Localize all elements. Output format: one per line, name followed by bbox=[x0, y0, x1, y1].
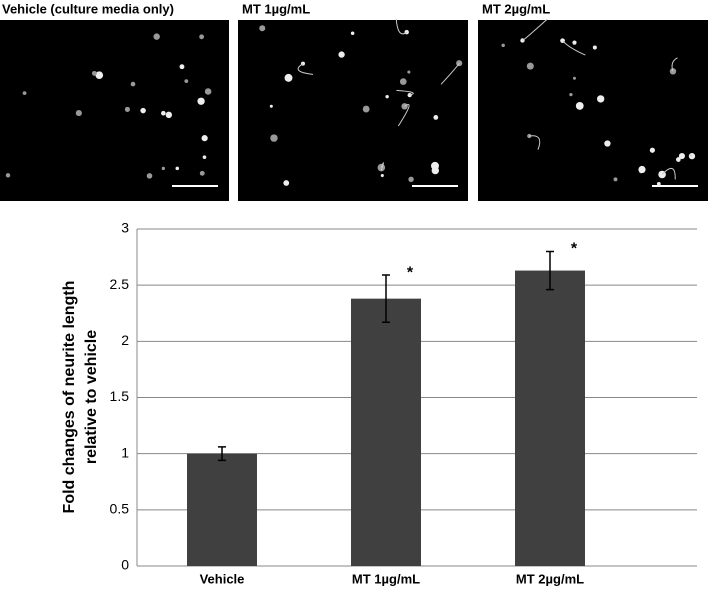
neurite bbox=[395, 18, 407, 35]
neurite bbox=[397, 104, 410, 127]
x-tick-label: Vehicle bbox=[200, 571, 245, 586]
micrograph bbox=[238, 20, 468, 201]
cell bbox=[184, 79, 189, 84]
y-axis-label: Fold changes of neurite length bbox=[61, 281, 78, 514]
micrograph bbox=[478, 20, 708, 201]
neurite bbox=[689, 154, 693, 157]
cell bbox=[380, 173, 384, 178]
cell bbox=[197, 97, 205, 105]
cell bbox=[165, 111, 173, 119]
cell bbox=[592, 45, 597, 50]
cell bbox=[95, 71, 104, 80]
neurite bbox=[440, 62, 460, 85]
cell bbox=[201, 135, 208, 142]
cell bbox=[283, 180, 290, 186]
neurite bbox=[396, 89, 414, 96]
cell bbox=[284, 73, 293, 82]
cell bbox=[175, 166, 180, 171]
significance-mark: * bbox=[571, 241, 578, 258]
cell bbox=[161, 166, 165, 171]
cell bbox=[270, 134, 278, 142]
cell bbox=[526, 62, 534, 70]
cell bbox=[604, 140, 611, 147]
cell bbox=[75, 110, 82, 117]
significance-mark: * bbox=[407, 264, 414, 281]
cell bbox=[596, 95, 605, 103]
cell bbox=[433, 115, 439, 120]
cell bbox=[5, 173, 11, 178]
cell bbox=[676, 157, 681, 162]
cell bbox=[407, 70, 411, 74]
bar bbox=[187, 453, 257, 566]
cell bbox=[140, 107, 146, 114]
y-tick-label: 1 bbox=[121, 444, 129, 460]
cell bbox=[569, 92, 573, 97]
cell bbox=[431, 161, 439, 170]
neurite bbox=[671, 57, 678, 72]
cell bbox=[613, 177, 618, 182]
cell bbox=[22, 91, 27, 95]
cell bbox=[146, 173, 153, 179]
cell bbox=[575, 102, 584, 110]
neurite bbox=[529, 135, 541, 150]
bar bbox=[351, 298, 421, 566]
cell bbox=[501, 43, 505, 48]
cell bbox=[204, 88, 212, 95]
error-bar bbox=[218, 446, 226, 462]
y-axis-label: relative to vehicle bbox=[83, 330, 100, 464]
panel-title: MT 2µg/mL bbox=[482, 1, 550, 16]
cell bbox=[572, 40, 577, 45]
error-bar bbox=[382, 274, 390, 323]
cell bbox=[408, 176, 414, 183]
neurite bbox=[661, 168, 676, 180]
cell bbox=[153, 33, 160, 40]
cell bbox=[199, 34, 205, 40]
neurite bbox=[380, 162, 384, 171]
cell bbox=[399, 78, 407, 85]
cell bbox=[259, 25, 266, 32]
cell bbox=[350, 31, 355, 36]
cell bbox=[199, 170, 205, 176]
x-tick-label: MT 1µg/mL bbox=[352, 571, 420, 586]
cell bbox=[91, 70, 97, 76]
cell bbox=[161, 110, 166, 116]
y-tick-label: 2.5 bbox=[110, 276, 130, 292]
panel-title: Vehicle (culture media only) bbox=[2, 1, 174, 16]
cell bbox=[362, 105, 370, 113]
y-tick-label: 2 bbox=[121, 332, 129, 348]
cell bbox=[638, 165, 646, 174]
cell bbox=[572, 76, 576, 80]
cell bbox=[656, 182, 661, 186]
cell bbox=[124, 106, 130, 112]
x-tick-label: MT 2µg/mL bbox=[516, 571, 584, 586]
neurite bbox=[297, 63, 314, 75]
cell bbox=[269, 104, 273, 108]
y-tick-label: 0.5 bbox=[110, 501, 130, 517]
cell bbox=[338, 51, 345, 58]
cell bbox=[202, 155, 207, 159]
neurite bbox=[522, 18, 548, 41]
cell bbox=[130, 81, 136, 87]
cell bbox=[385, 94, 389, 99]
cell bbox=[179, 64, 185, 70]
cell bbox=[649, 147, 655, 153]
bar bbox=[515, 270, 585, 566]
y-tick-label: 1.5 bbox=[110, 388, 130, 404]
cell bbox=[678, 152, 686, 160]
y-tick-label: 0 bbox=[121, 557, 129, 573]
panel-title: MT 1µg/mL bbox=[242, 1, 310, 16]
micrograph bbox=[0, 20, 229, 201]
error-bar bbox=[546, 250, 554, 291]
cell bbox=[456, 60, 463, 67]
y-tick-label: 3 bbox=[121, 220, 129, 236]
neurite bbox=[562, 40, 586, 56]
